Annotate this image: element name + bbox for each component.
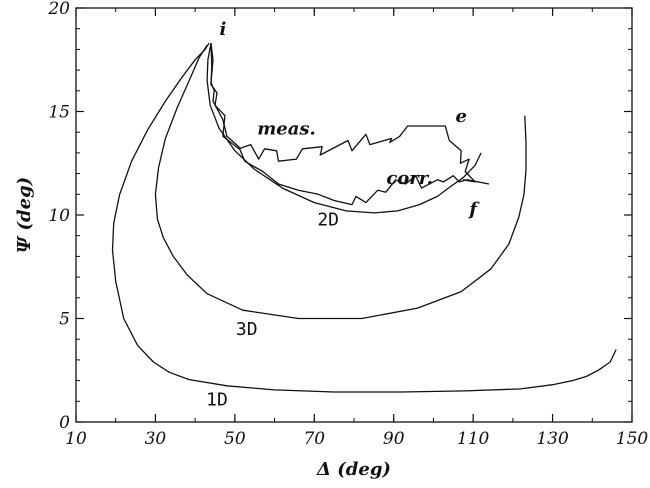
x-tick-label: 150 [616,429,649,449]
series-line-3d [154,44,527,320]
chart-series [111,42,617,393]
annotation-3d: 3D [236,319,258,340]
annotation-i: i [220,19,227,40]
y-tick-label: 20 [47,0,70,19]
y-tick-label: 15 [48,103,70,123]
annotation-2d: 2D [317,209,339,230]
annotation-1d: 1D [206,389,228,410]
plot-frame [75,7,633,423]
x-tick-label: 10 [65,429,87,449]
tick-labels: 10 30 50 70 90 110 130 150 0 5 10 15 20 [47,0,648,449]
x-tick-label: 90 [383,429,405,449]
y-tick-label: 0 [59,413,70,433]
series-line-2d [206,43,482,214]
x-tick-label: 110 [457,429,490,449]
annotation-corr: corr. [386,168,433,189]
x-tick-label: 130 [536,429,569,449]
y-tick-label: 5 [59,310,70,330]
chart-annotations: i e f meas. corr. 2D 3D 1D [206,19,480,411]
x-axis-label: Δ (deg) [316,459,391,480]
x-tick-label: 50 [224,429,246,449]
x-tick-label: 30 [145,429,167,449]
annotation-f: f [467,199,480,220]
series-line-corr [210,43,490,206]
y-tick-label: 10 [48,206,70,226]
axis-ticks [75,7,633,423]
series-line-meas [210,43,476,183]
y-axis-label: Ψ (deg) [14,177,35,253]
annotation-meas: meas. [257,118,316,139]
annotation-e: e [456,106,467,127]
series-line-1d [111,42,617,393]
x-tick-label: 70 [303,429,325,449]
